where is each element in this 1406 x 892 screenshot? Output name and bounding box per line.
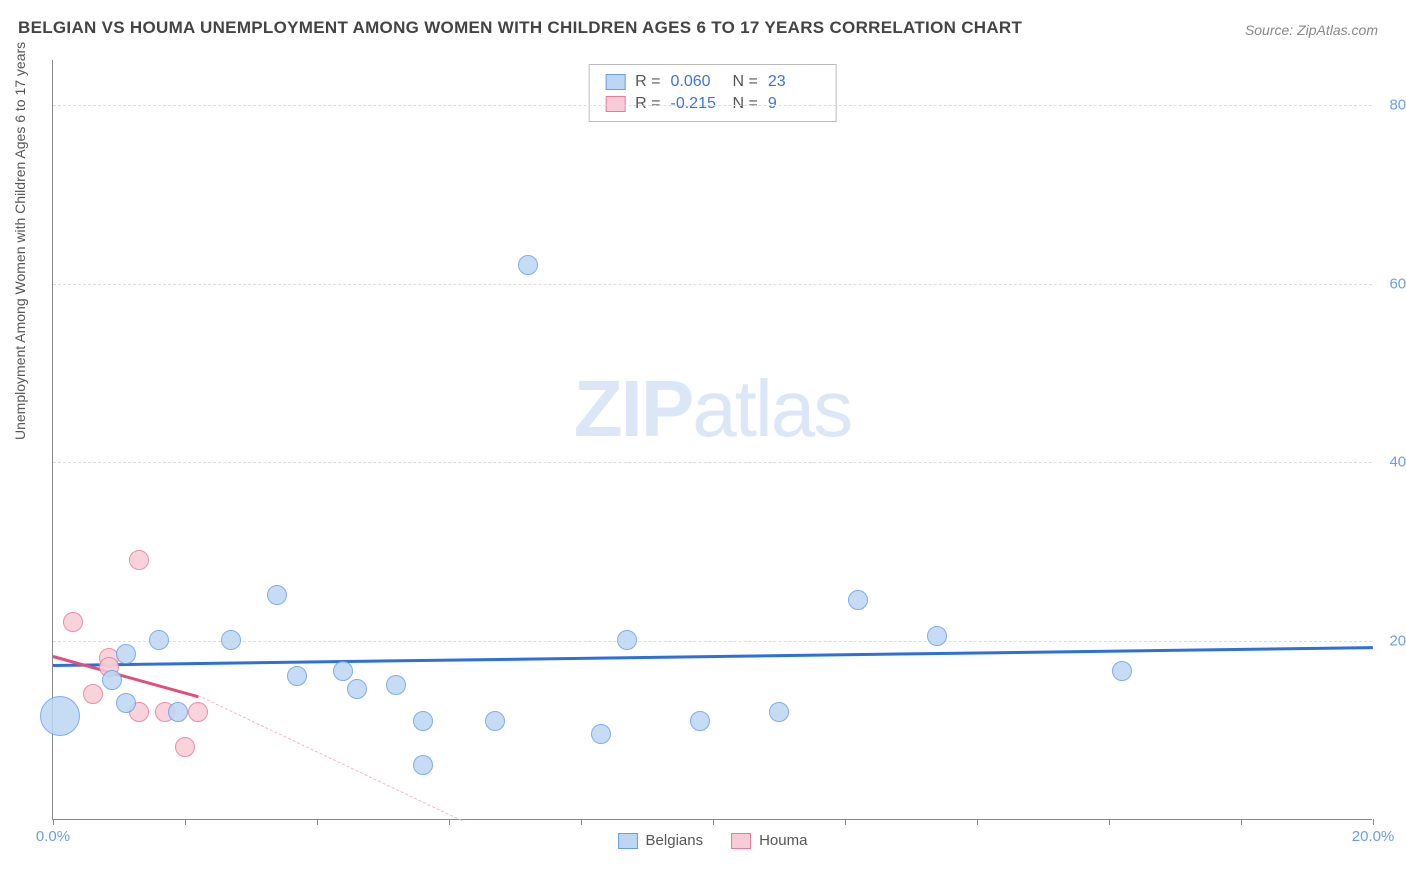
data-point-belgians bbox=[168, 702, 188, 722]
x-tick bbox=[53, 819, 54, 825]
x-tick bbox=[845, 819, 846, 825]
data-point-belgians bbox=[116, 693, 136, 713]
gridline bbox=[53, 641, 1372, 642]
data-point-belgians bbox=[591, 724, 611, 744]
y-axis-label: Unemployment Among Women with Children A… bbox=[12, 42, 28, 440]
stats-n-value: 23 bbox=[768, 73, 820, 91]
data-point-belgians bbox=[690, 711, 710, 731]
y-tick-label: 20.0% bbox=[1389, 633, 1406, 650]
swatch-belgians bbox=[605, 74, 625, 90]
x-tick bbox=[185, 819, 186, 825]
legend-item-belgians: Belgians bbox=[618, 832, 704, 849]
data-point-belgians bbox=[386, 675, 406, 695]
gridline bbox=[53, 284, 1372, 285]
data-point-houma bbox=[83, 684, 103, 704]
data-point-belgians bbox=[769, 702, 789, 722]
x-tick bbox=[1373, 819, 1374, 825]
data-point-belgians bbox=[927, 626, 947, 646]
source-attribution: Source: ZipAtlas.com bbox=[1245, 22, 1378, 38]
stats-r-label: R = bbox=[635, 73, 660, 91]
stats-legend-box: R = 0.060 N = 23 R = -0.215 N = 9 bbox=[588, 64, 837, 122]
data-point-belgians bbox=[413, 755, 433, 775]
data-point-belgians bbox=[267, 585, 287, 605]
data-point-houma bbox=[63, 612, 83, 632]
x-tick bbox=[317, 819, 318, 825]
x-tick bbox=[449, 819, 450, 825]
x-tick bbox=[1109, 819, 1110, 825]
gridline bbox=[53, 462, 1372, 463]
y-tick-label: 60.0% bbox=[1389, 275, 1406, 292]
data-point-belgians bbox=[413, 711, 433, 731]
x-tick bbox=[977, 819, 978, 825]
data-point-belgians bbox=[848, 590, 868, 610]
gridline bbox=[53, 105, 1372, 106]
stats-row-belgians: R = 0.060 N = 23 bbox=[605, 71, 820, 93]
data-point-belgians bbox=[485, 711, 505, 731]
data-point-belgians bbox=[102, 670, 122, 690]
legend-label-houma: Houma bbox=[759, 832, 807, 849]
watermark: ZIPatlas bbox=[574, 363, 851, 455]
data-point-belgians bbox=[40, 696, 80, 736]
stats-r-value: 0.060 bbox=[671, 73, 723, 91]
stats-n-label: N = bbox=[733, 73, 758, 91]
data-point-houma bbox=[175, 737, 195, 757]
watermark-atlas: atlas bbox=[692, 364, 851, 453]
scatter-chart: ZIPatlas R = 0.060 N = 23 R = -0.215 N =… bbox=[52, 60, 1372, 820]
x-tick-label: 20.0% bbox=[1352, 828, 1395, 845]
data-point-belgians bbox=[221, 630, 241, 650]
x-tick-label: 0.0% bbox=[36, 828, 70, 845]
legend-label-belgians: Belgians bbox=[646, 832, 704, 849]
data-point-belgians bbox=[287, 666, 307, 686]
data-point-houma bbox=[188, 702, 208, 722]
series-legend: Belgians Houma bbox=[618, 832, 808, 849]
data-point-belgians bbox=[116, 644, 136, 664]
data-point-houma bbox=[129, 550, 149, 570]
data-point-belgians bbox=[617, 630, 637, 650]
x-tick bbox=[581, 819, 582, 825]
trend-line bbox=[53, 646, 1373, 667]
watermark-zip: ZIP bbox=[574, 364, 692, 453]
x-tick bbox=[713, 819, 714, 825]
data-point-belgians bbox=[1112, 661, 1132, 681]
x-tick bbox=[1241, 819, 1242, 825]
data-point-belgians bbox=[333, 661, 353, 681]
y-tick-label: 80.0% bbox=[1389, 96, 1406, 113]
data-point-belgians bbox=[518, 255, 538, 275]
legend-swatch-belgians bbox=[618, 833, 638, 849]
data-point-belgians bbox=[347, 679, 367, 699]
legend-item-houma: Houma bbox=[731, 832, 807, 849]
legend-swatch-houma bbox=[731, 833, 751, 849]
y-tick-label: 40.0% bbox=[1389, 454, 1406, 471]
data-point-belgians bbox=[149, 630, 169, 650]
chart-title: BELGIAN VS HOUMA UNEMPLOYMENT AMONG WOME… bbox=[18, 18, 1022, 38]
